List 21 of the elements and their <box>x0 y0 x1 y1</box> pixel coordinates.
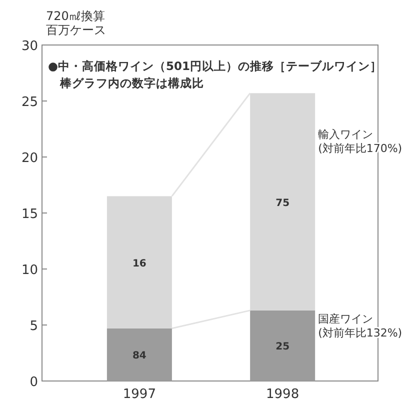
y-tick-label: 15 <box>21 207 38 222</box>
text: 棒グラフ内の数字は構成比 <box>59 76 204 90</box>
annotation: 16 <box>132 258 146 270</box>
bar <box>250 310 316 381</box>
x-tick-label: 1997 <box>122 387 156 402</box>
text: 百万ケース <box>46 23 106 37</box>
y-tick-label: 20 <box>21 151 38 166</box>
annotation: 25 <box>276 342 290 353</box>
x-tick-label: 1998 <box>266 387 300 402</box>
annotation: 84 <box>132 350 146 362</box>
annotation: 75 <box>276 198 290 209</box>
y-tick-label: 0 <box>30 375 38 390</box>
y-tick-label: 25 <box>21 95 38 110</box>
bar <box>106 328 172 381</box>
text: ●中・高価格ワイン（501円以上）の推移［テーブルワイン］ <box>48 59 382 73</box>
series-label: 輸入ワイン <box>318 128 374 142</box>
y-tick-label: 30 <box>21 39 38 54</box>
y-tick-label: 10 <box>21 263 38 278</box>
y-axis-title: 720㎖換算 <box>46 9 105 23</box>
series-label: 国産ワイン <box>318 312 374 326</box>
y-tick-label: 5 <box>30 319 38 334</box>
